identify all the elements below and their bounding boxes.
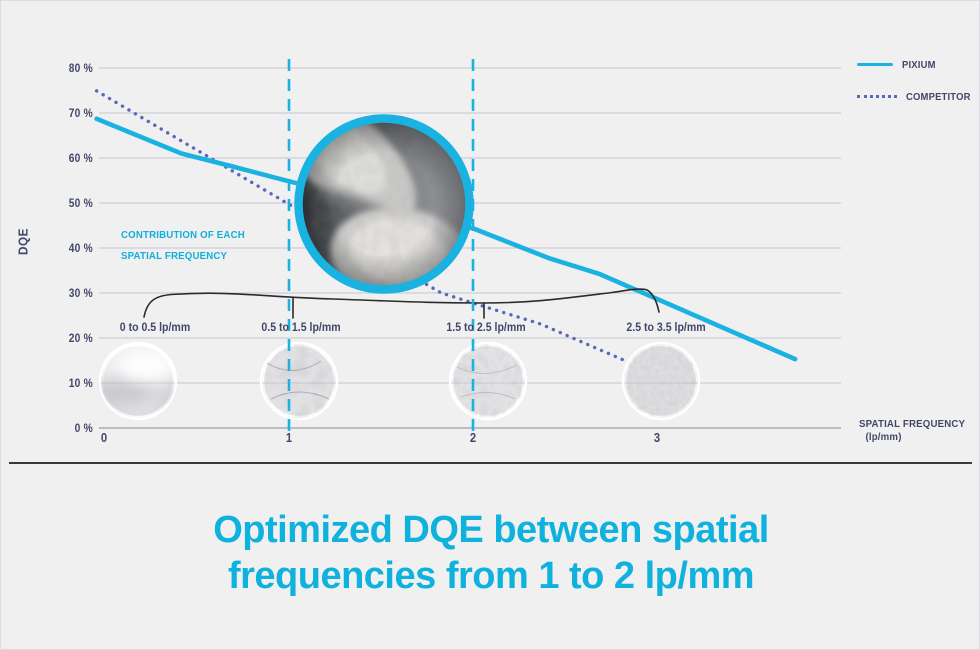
band-label-4: 2.5 to 3.5 lp/mm [626,320,706,334]
x-tick-2: 2 [469,431,477,445]
page-title: Optimized DQE between spatial frequencie… [1,507,979,599]
competitor-line [94,89,635,366]
legend-item-competitor: COMPETITOR [857,90,978,103]
y-tick-30: 30 % [68,286,93,300]
pixium-line-swatch [857,62,893,67]
xray-circle-ring [294,114,474,294]
x-axis-title-line1: SPATIAL FREQUENCY [859,418,966,430]
sample-circle-band2 [259,341,339,421]
dqe-chart [94,59,841,438]
sample-circle-band3 [448,341,528,421]
y-tick-60: 60 % [68,151,93,165]
contribution-line2: SPATIAL FREQUENCY [121,250,228,262]
legend-label-pixium: PIXIUM [902,58,936,71]
band-label-3: 1.5 to 2.5 lp/mm [446,320,526,334]
y-tick-40: 40 % [68,241,93,255]
highlight-dashed-lines [287,59,475,438]
frequency-bracket [143,288,660,319]
page-title-line1: Optimized DQE between spatial [213,509,769,551]
sample-circle-band4 [621,341,701,421]
x-tick-1: 1 [285,431,293,445]
y-tick-80: 80 % [68,61,93,75]
x-tick-0: 0 [100,431,108,445]
xray-zoom-circle [294,114,474,294]
y-tick-10: 10 % [68,376,93,390]
x-axis-title-line2: (lp/mm) [865,430,902,443]
legend-item-pixium: PIXIUM [857,58,978,71]
competitor-line-swatch [857,95,897,98]
legend: PIXIUM COMPETITOR [857,58,978,122]
divider-line [9,462,972,464]
band-label-2: 0.5 to 1.5 lp/mm [261,320,341,334]
contribution-line1: CONTRIBUTION OF EACH [121,229,245,241]
page-title-line2: frequencies from 1 to 2 lp/mm [227,555,755,597]
band-label-1: 0 to 0.5 lp/mm [119,320,191,334]
y-tick-70: 70 % [68,106,93,120]
sample-circle-low-freq [98,341,178,421]
y-tick-20: 20 % [68,331,93,345]
y-tick-50: 50 % [68,196,93,210]
contribution-annotation: CONTRIBUTION OF EACH SPATIAL FREQUENCY [121,225,245,267]
x-tick-3: 3 [653,431,661,445]
y-tick-0: 0 % [74,421,93,435]
legend-label-competitor: COMPETITOR [906,90,971,103]
x-axis-title: SPATIAL FREQUENCY (lp/mm) [859,418,969,443]
y-axis-title: DQE [15,228,31,255]
